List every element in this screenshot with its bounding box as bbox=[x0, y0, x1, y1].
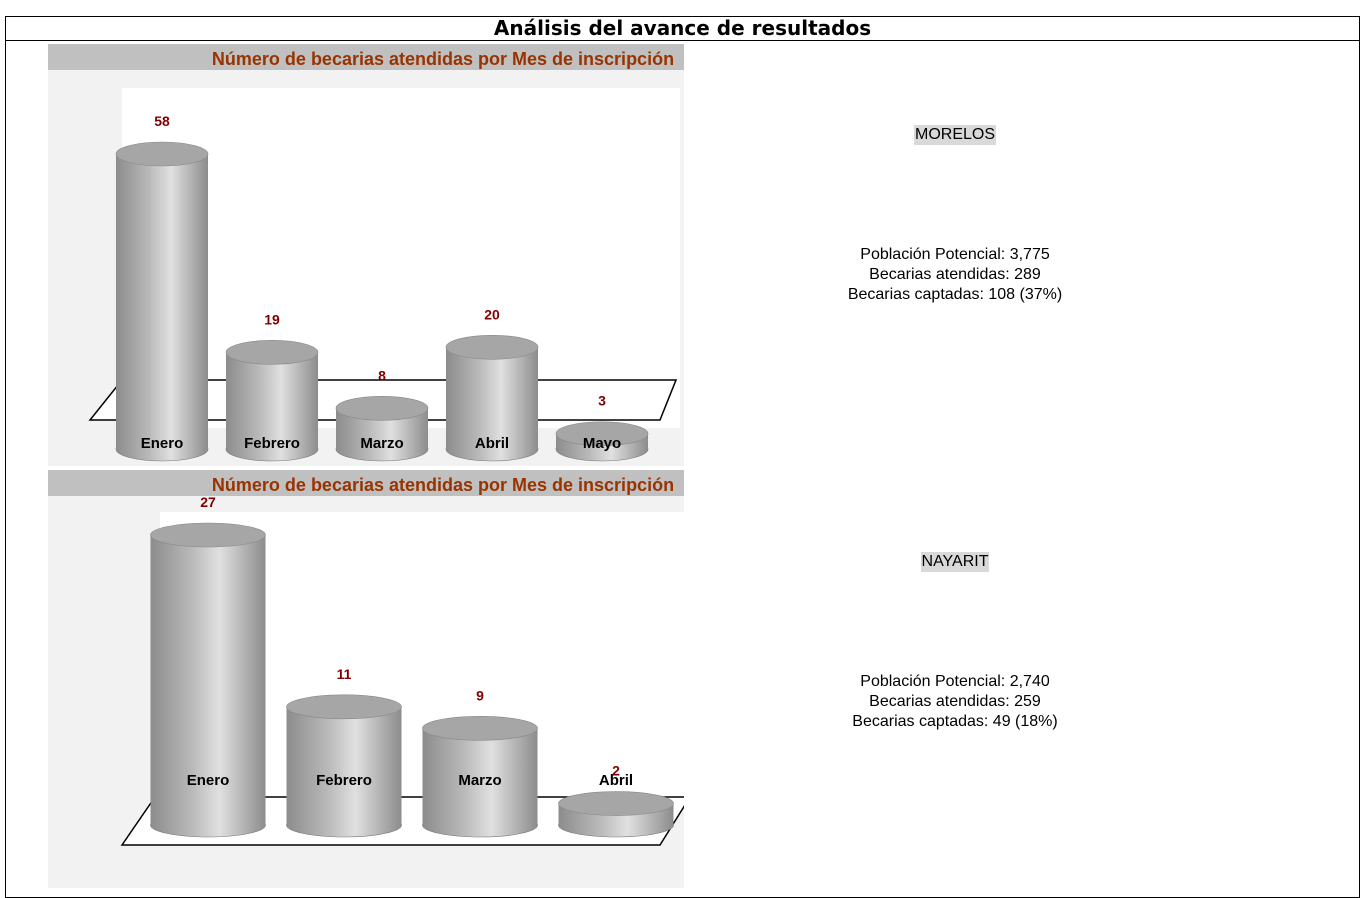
x-tick-label: Mayo bbox=[583, 435, 621, 452]
x-tick-label: Abril bbox=[475, 435, 509, 452]
cylinder-bar bbox=[558, 791, 674, 838]
cylinder-top bbox=[225, 340, 319, 365]
state-panel: NAYARIT Población Potencial: 2,740 Becaria… bbox=[740, 552, 1170, 732]
cylinder-bar bbox=[115, 141, 209, 462]
value-label: 2 bbox=[612, 763, 620, 779]
value-label: 8 bbox=[378, 367, 386, 383]
value-label: 9 bbox=[476, 687, 484, 703]
chart-plot: 58 Enero 19 Febrero 8 Marzo 20 Abril 3 Mayo bbox=[88, 88, 680, 462]
chart-title: Número de becarias atendidas por Mes de … bbox=[211, 49, 675, 69]
x-tick-label: Abril bbox=[599, 772, 633, 789]
cylinder-top bbox=[558, 791, 674, 816]
cylinder-top bbox=[150, 522, 266, 548]
cylinder-top bbox=[445, 334, 539, 360]
stat-line: Becarias atendidas: 259 bbox=[869, 693, 1041, 710]
plot-area bbox=[122, 88, 680, 428]
chart-title-bar bbox=[48, 44, 684, 70]
stat-line: Becarias captadas: 49 (18%) bbox=[852, 713, 1058, 730]
cylinder-bar bbox=[150, 522, 266, 838]
cylinder-body bbox=[150, 535, 266, 825]
x-tick-label: Febrero bbox=[244, 435, 300, 452]
value-label: 3 bbox=[598, 393, 606, 409]
cylinder-bar bbox=[335, 396, 429, 462]
x-tick-label: Marzo bbox=[360, 435, 403, 452]
chart-title: Número de becarias atendidas por Mes de … bbox=[211, 475, 675, 495]
cylinder-body bbox=[446, 347, 538, 449]
cylinder-bar bbox=[225, 340, 319, 462]
x-tick-label: Marzo bbox=[458, 772, 501, 789]
value-label: 27 bbox=[200, 494, 216, 510]
x-tick-label: Febrero bbox=[316, 772, 372, 789]
cylinder-bar bbox=[286, 694, 402, 838]
cylinder-bar bbox=[445, 334, 539, 462]
cylinder-top bbox=[115, 141, 209, 167]
cylinder-body bbox=[226, 352, 318, 449]
cylinder-body bbox=[422, 728, 538, 825]
stat-line: Población Potencial: 3,775 bbox=[860, 246, 1050, 263]
cylinder-top bbox=[422, 716, 538, 741]
cylinder-body bbox=[286, 706, 402, 825]
x-tick-label: Enero bbox=[187, 772, 230, 789]
state-name: MORELOS bbox=[913, 125, 996, 145]
stat-line: Población Potencial: 2,740 bbox=[860, 673, 1050, 690]
x-tick-label: Enero bbox=[141, 435, 184, 452]
chart-title-bar bbox=[48, 470, 684, 496]
value-label: 58 bbox=[154, 113, 170, 129]
stat-line: Becarias captadas: 108 (37%) bbox=[847, 286, 1063, 303]
cylinder-body bbox=[116, 154, 208, 449]
chart: 58 Enero 19 Febrero 8 Marzo 20 Abril 3 Mayo Número… bbox=[48, 44, 684, 466]
chart: 27 Enero 11 Febrero 9 Marzo 2 Abril Número de be… bbox=[48, 470, 684, 888]
cylinder-top bbox=[555, 421, 649, 447]
spacer bbox=[740, 145, 1170, 245]
cylinder-bar bbox=[555, 421, 649, 462]
value-label: 11 bbox=[337, 666, 352, 682]
state-panel: MORELOS Población Potencial: 3,775 Becaria… bbox=[740, 125, 1170, 305]
stat-line: Becarias atendidas: 289 bbox=[869, 266, 1041, 283]
cylinder-top bbox=[335, 396, 429, 421]
value-label: 20 bbox=[484, 306, 500, 322]
cylinder-top bbox=[286, 694, 402, 720]
cylinder-bar bbox=[422, 716, 538, 838]
value-label: 19 bbox=[264, 311, 280, 327]
spacer bbox=[740, 572, 1170, 672]
state-name: NAYARIT bbox=[920, 552, 990, 572]
page-title: Análisis del avance de resultados bbox=[5, 16, 1360, 41]
